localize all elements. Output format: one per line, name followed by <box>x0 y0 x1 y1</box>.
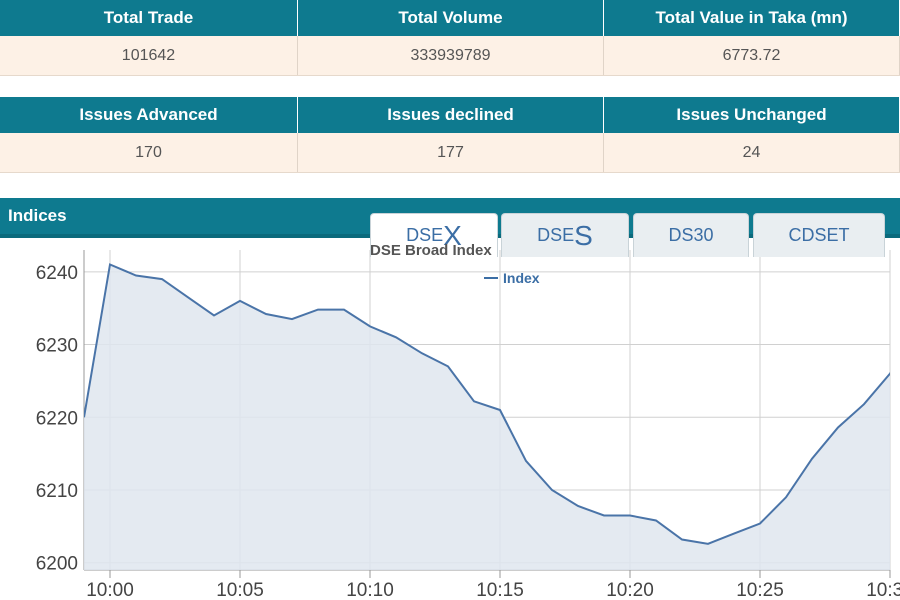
issues-advanced-header: Issues Advanced <box>0 97 298 133</box>
x-tick-label: 10:25 <box>736 580 784 600</box>
summary-value-row: 101642 333939789 6773.72 <box>0 36 900 76</box>
total-trade-value: 101642 <box>0 36 298 75</box>
y-tick-label: 6240 <box>36 263 78 284</box>
summary-header-row: Total Trade Total Volume Total Value in … <box>0 0 900 36</box>
issues-value-row: 170 177 24 <box>0 133 900 173</box>
market-summary-table: Total Trade Total Volume Total Value in … <box>0 0 900 76</box>
legend-line-swatch <box>484 277 498 279</box>
issues-table: Issues Advanced Issues declined Issues U… <box>0 97 900 173</box>
tab-dsex-prefix: DSE <box>406 225 444 245</box>
tab-dsex[interactable]: DSE X <box>370 213 498 257</box>
issues-advanced-value: 170 <box>0 133 298 172</box>
total-volume-header: Total Volume <box>298 0 604 36</box>
tab-dses-suffix: S <box>574 219 593 251</box>
chart-title: DSE Broad Index <box>370 242 492 259</box>
total-volume-value: 333939789 <box>298 36 604 75</box>
tab-ds30[interactable]: DS30 <box>633 213 749 257</box>
x-tick-label: 10:00 <box>86 580 134 600</box>
index-line <box>84 263 890 545</box>
index-area <box>84 264 890 570</box>
x-tick-label: 10:10 <box>346 580 394 600</box>
issues-declined-header: Issues declined <box>298 97 604 133</box>
tab-dsex-suffix: X <box>443 219 462 251</box>
issues-declined-value: 177 <box>298 133 604 172</box>
issues-unchanged-value: 24 <box>604 133 900 172</box>
tab-ds30-label: DS30 <box>668 225 714 245</box>
issues-header-row: Issues Advanced Issues declined Issues U… <box>0 97 900 133</box>
y-tick-label: 6220 <box>36 408 78 429</box>
tab-cdset[interactable]: CDSET <box>753 213 885 257</box>
total-trade-header: Total Trade <box>0 0 298 36</box>
x-tick-label: 10:30 <box>866 580 900 600</box>
y-tick-label: 6200 <box>36 554 78 575</box>
tab-dses-prefix: DSE <box>537 225 575 245</box>
y-tick-label: 6210 <box>36 481 78 502</box>
indices-title: Indices <box>8 206 67 225</box>
issues-unchanged-header: Issues Unchanged <box>604 97 900 133</box>
total-value-value: 6773.72 <box>604 36 900 75</box>
x-tick-label: 10:15 <box>476 580 524 600</box>
legend-label: Index <box>503 270 540 286</box>
x-tick-label: 10:20 <box>606 580 654 600</box>
tab-cdset-label: CDSET <box>788 225 850 245</box>
index-chart: 6200 6210 6220 6230 6240 10:00 10:05 10:10 10:15… <box>36 250 900 600</box>
chart-legend[interactable]: Index <box>484 270 540 286</box>
y-tick-label: 6230 <box>36 336 78 357</box>
x-tick-label: 10:05 <box>216 580 264 600</box>
total-value-header: Total Value in Taka (mn) <box>604 0 900 36</box>
tab-dses[interactable]: DSE S <box>501 213 629 257</box>
